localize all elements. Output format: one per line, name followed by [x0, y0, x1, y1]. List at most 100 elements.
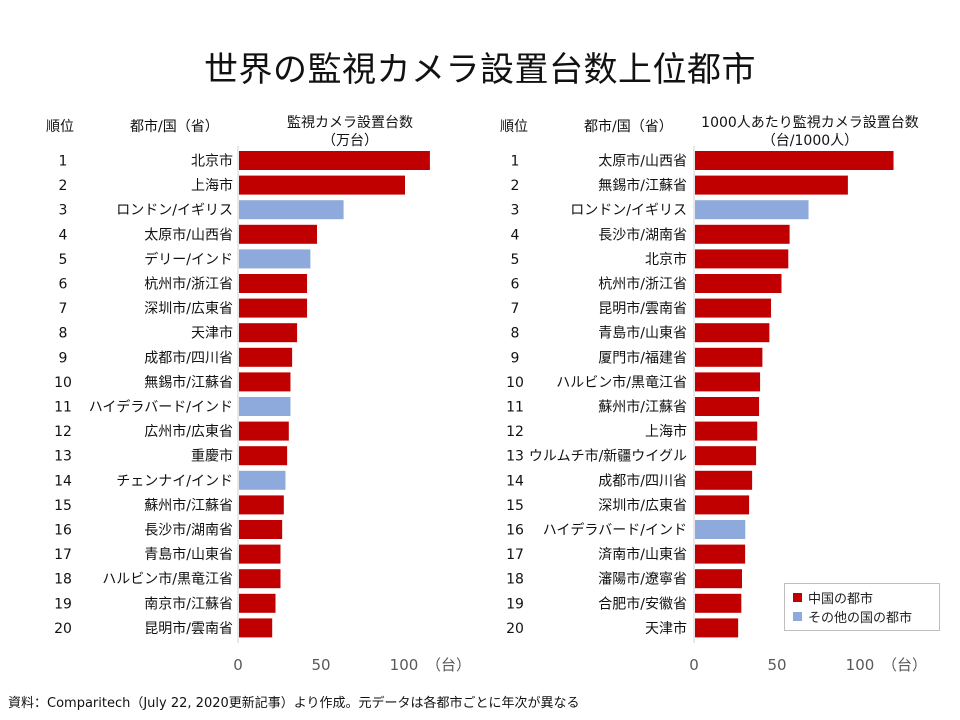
left-rank-label: 20 — [54, 621, 72, 637]
source-note: 資料：Comparitech（July 22, 2020更新記事）より作成。元デ… — [8, 696, 580, 711]
left-rank-label: 1 — [59, 154, 68, 170]
left-category-label: ハルビン市/黒竜江省 — [102, 571, 233, 588]
left-category-label: 広州市/広東省 — [144, 423, 233, 440]
left-category-label: 天津市 — [191, 325, 233, 342]
right-tick-label: 100 — [846, 656, 875, 674]
left-category-label: 無錫市/江蘇省 — [144, 374, 233, 391]
right-bar — [695, 421, 758, 441]
right-category-label: ウルムチ市/新疆ウイグル — [529, 448, 687, 465]
right-bar — [695, 372, 761, 392]
right-bar — [695, 200, 809, 220]
right-bar — [695, 298, 772, 318]
right-category-label: 深圳市/広東省 — [598, 497, 687, 514]
left-bar — [239, 151, 430, 170]
right-rank-label: 8 — [511, 326, 520, 342]
legend-swatch-other — [793, 612, 802, 621]
right-bar — [695, 593, 742, 613]
right-category-label: 済南市/山東省 — [598, 546, 687, 563]
left-rank-label: 11 — [54, 400, 72, 416]
right-category-label: 杭州市/浙江省 — [598, 276, 687, 293]
left-bar — [239, 544, 281, 564]
left-category-label: 成都市/四川省 — [144, 349, 233, 366]
right-value-header-line1: 1000人あたり監視カメラ設置台数 — [701, 115, 919, 131]
left-tick-label: 50 — [311, 656, 330, 674]
right-category-label: 昆明市/雲南省 — [598, 300, 687, 317]
left-category-label: 北京市 — [191, 153, 233, 170]
right-rank-label: 1 — [511, 154, 520, 170]
right-tick-label: 50 — [767, 656, 786, 674]
right-category-label: 瀋陽市/遼寧省 — [598, 571, 687, 588]
legend-item-china: 中国の都市 — [793, 588, 939, 607]
right-category-label: ハルビン市/黒竜江省 — [556, 374, 687, 391]
left-bar — [239, 323, 298, 343]
left-bar — [239, 569, 281, 589]
right-rank-label: 2 — [511, 178, 520, 194]
right-category-label: ハイデラバード/インド — [543, 522, 687, 539]
right-category-label: 太原市/山西省 — [598, 153, 687, 170]
right-bar — [695, 151, 894, 170]
legend-label-other: その他の国の都市 — [808, 611, 913, 626]
left-category-label: ロンドン/イギリス — [116, 203, 233, 219]
left-bar — [239, 593, 276, 613]
left-category-label: 長沙市/湖南省 — [144, 522, 233, 539]
left-tick-label: 0 — [233, 656, 243, 674]
left-bar — [239, 249, 311, 269]
left-bar — [239, 224, 318, 244]
right-bar — [695, 397, 760, 416]
left-category-label: ハイデラバード/インド — [89, 399, 233, 416]
left-rank-label: 10 — [54, 375, 72, 391]
left-rank-header: 順位 — [46, 119, 74, 135]
left-rank-label: 3 — [59, 203, 68, 219]
left-rank-label: 15 — [54, 498, 72, 514]
right-bar — [695, 224, 790, 244]
left-rank-label: 4 — [59, 227, 68, 243]
legend-swatch-china — [793, 593, 802, 602]
right-value-header-line2: （台/1000人） — [761, 133, 859, 149]
left-category-label: 南京市/江蘇省 — [144, 595, 233, 612]
legend-item-other: その他の国の都市 — [793, 607, 939, 626]
right-value-header: 1000人あたり監視カメラ設置台数 （台/1000人） — [690, 114, 930, 150]
left-bar — [239, 298, 308, 318]
left-bar — [239, 274, 308, 293]
right-rank-label: 18 — [506, 572, 524, 588]
right-category-label: 青島市/山東省 — [598, 325, 687, 342]
right-rank-label: 19 — [506, 596, 524, 612]
left-bar — [239, 421, 289, 441]
left-category-label: デリー/インド — [144, 251, 233, 268]
left-bar — [239, 520, 283, 539]
left-rank-label: 12 — [54, 424, 72, 440]
right-category-label: ロンドン/イギリス — [570, 203, 687, 219]
legend: 中国の都市 その他の国の都市 — [784, 583, 940, 631]
left-bar — [239, 446, 288, 466]
left-category-label: 太原市/山西省 — [144, 226, 233, 243]
left-rank-label: 8 — [59, 326, 68, 342]
right-category-label: 無錫市/江蘇省 — [598, 177, 687, 194]
right-rank-header: 順位 — [500, 119, 528, 135]
left-category-label: 蘇州市/江蘇省 — [144, 497, 233, 514]
right-rank-label: 10 — [506, 375, 524, 391]
left-city-header: 都市/国（省） — [130, 119, 219, 135]
left-category-label: 深圳市/広東省 — [144, 300, 233, 317]
left-rank-label: 2 — [59, 178, 68, 194]
right-axis-unit: （台） — [882, 656, 927, 674]
right-category-label: 天津市 — [645, 620, 687, 637]
left-bar — [239, 175, 405, 195]
right-rank-label: 20 — [506, 621, 524, 637]
right-bar — [695, 446, 757, 466]
left-rank-label: 13 — [54, 449, 72, 465]
left-rank-label: 7 — [59, 301, 68, 317]
left-value-header-line2: （万台） — [322, 133, 378, 149]
right-category-label: 厦門市/福建省 — [598, 349, 687, 366]
right-category-label: 北京市 — [645, 251, 687, 268]
left-rank-label: 6 — [59, 277, 68, 293]
right-bar — [695, 347, 763, 367]
right-city-header: 都市/国（省） — [584, 119, 673, 135]
right-rank-label: 5 — [511, 252, 520, 268]
left-rank-label: 9 — [59, 350, 68, 366]
right-rank-label: 3 — [511, 203, 520, 219]
right-bar — [695, 544, 746, 564]
left-category-label: チェンナイ/インド — [116, 473, 233, 489]
left-category-label: 上海市 — [191, 177, 233, 194]
right-category-label: 蘇州市/江蘇省 — [598, 399, 687, 416]
